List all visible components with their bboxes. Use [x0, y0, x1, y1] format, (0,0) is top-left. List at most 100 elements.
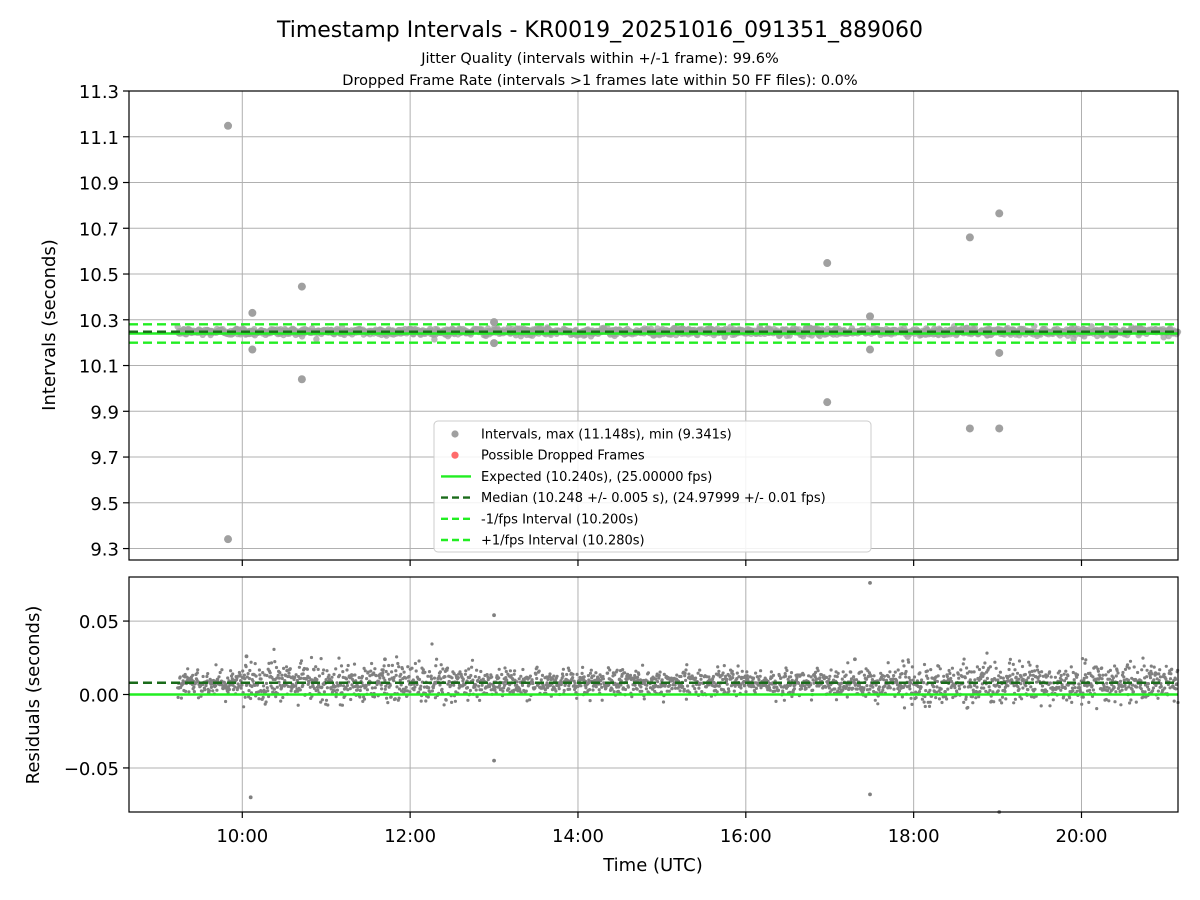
residual-point [312, 686, 316, 691]
residual-point [992, 700, 996, 704]
residual-point [447, 680, 452, 684]
residual-point [928, 688, 932, 693]
residual-point [264, 700, 268, 704]
residual-point [342, 684, 346, 688]
residual-point [996, 678, 1000, 682]
legend-label-3: Median (10.248 +/- 0.005 s), (24.97999 +… [481, 491, 826, 506]
residual-point [785, 668, 789, 673]
residual-point [289, 689, 293, 693]
residual-point [1011, 662, 1015, 667]
residual-point [240, 683, 244, 687]
residual-point [488, 684, 492, 689]
residual-point [872, 674, 876, 678]
residual-point [424, 699, 428, 703]
residual-point [854, 682, 858, 686]
interval-outlier-point [297, 282, 306, 291]
residual-point [1062, 672, 1066, 676]
residual-point [321, 671, 325, 676]
residual-point [722, 664, 726, 668]
residual-point [979, 677, 983, 681]
residual-point [1131, 690, 1135, 694]
residual-point [426, 674, 430, 678]
residual-point [1069, 665, 1073, 669]
residual-point [248, 668, 252, 673]
residual-point [406, 665, 410, 669]
residual-point [916, 684, 920, 689]
residual-point [296, 703, 300, 707]
residual-point [276, 673, 280, 677]
residual-point [417, 690, 421, 694]
residual-point [435, 657, 439, 661]
residual-point [196, 696, 201, 700]
residual-point [517, 677, 521, 681]
residual-point [568, 687, 572, 691]
residual-point [369, 669, 373, 673]
residual-point [1013, 697, 1018, 701]
residual-point [337, 673, 342, 678]
residual-outlier-point [492, 758, 496, 763]
x-tick-label: 16:00 [720, 826, 772, 847]
interval-outlier-point [248, 308, 257, 317]
residual-point [861, 690, 865, 694]
residual-point [685, 663, 689, 667]
residual-point [179, 696, 183, 700]
residual-point [942, 674, 946, 678]
residual-point [423, 670, 427, 674]
residual-point [897, 689, 902, 693]
residual-point [1159, 682, 1163, 686]
residual-point [725, 682, 729, 686]
residual-point [1045, 674, 1050, 678]
residual-point [229, 669, 233, 673]
residual-point [354, 679, 358, 683]
residual-point [923, 704, 927, 709]
residual-point [1139, 687, 1143, 691]
residual-point [325, 669, 329, 673]
residual-point [654, 677, 658, 681]
residual-point [466, 698, 470, 702]
residual-point [380, 673, 384, 678]
residual-point [728, 674, 732, 678]
residual-point [1003, 685, 1008, 690]
residual-point [846, 661, 850, 665]
residual-point [543, 688, 548, 692]
residual-point [567, 684, 571, 688]
residual-point [417, 677, 422, 682]
residual-point [333, 689, 337, 693]
residual-point [310, 678, 314, 682]
residual-point [535, 665, 539, 669]
residual-point [395, 685, 399, 689]
residual-point [924, 689, 928, 693]
residual-point [394, 669, 398, 673]
residual-point [683, 671, 687, 676]
residual-point [299, 659, 304, 663]
residual-point [1007, 667, 1011, 672]
residual-point [799, 687, 804, 691]
residual-point [774, 699, 778, 704]
residual-point [1063, 679, 1067, 683]
residual-point [486, 675, 490, 679]
residual-point [945, 674, 950, 679]
residual-point [1105, 681, 1109, 685]
residual-point [458, 670, 462, 674]
residual-point [301, 683, 305, 687]
residual-point [735, 677, 739, 681]
residual-point [1017, 659, 1022, 663]
residual-point [836, 671, 840, 676]
residual-point [723, 690, 727, 694]
residual-point [1113, 664, 1117, 668]
residual-point [450, 676, 454, 680]
residual-point [430, 689, 434, 693]
residual-point [507, 687, 511, 691]
residual-point [355, 688, 359, 692]
residual-point [567, 668, 571, 673]
residual-point [969, 685, 973, 689]
residual-point [534, 672, 538, 676]
residual-point [226, 690, 230, 694]
residual-point [1030, 695, 1034, 699]
residual-point [1151, 686, 1155, 690]
residual-point [467, 667, 471, 671]
residual-point [1017, 687, 1021, 691]
residual-point [726, 687, 731, 691]
residual-point [937, 689, 941, 693]
residual-point [358, 688, 362, 693]
